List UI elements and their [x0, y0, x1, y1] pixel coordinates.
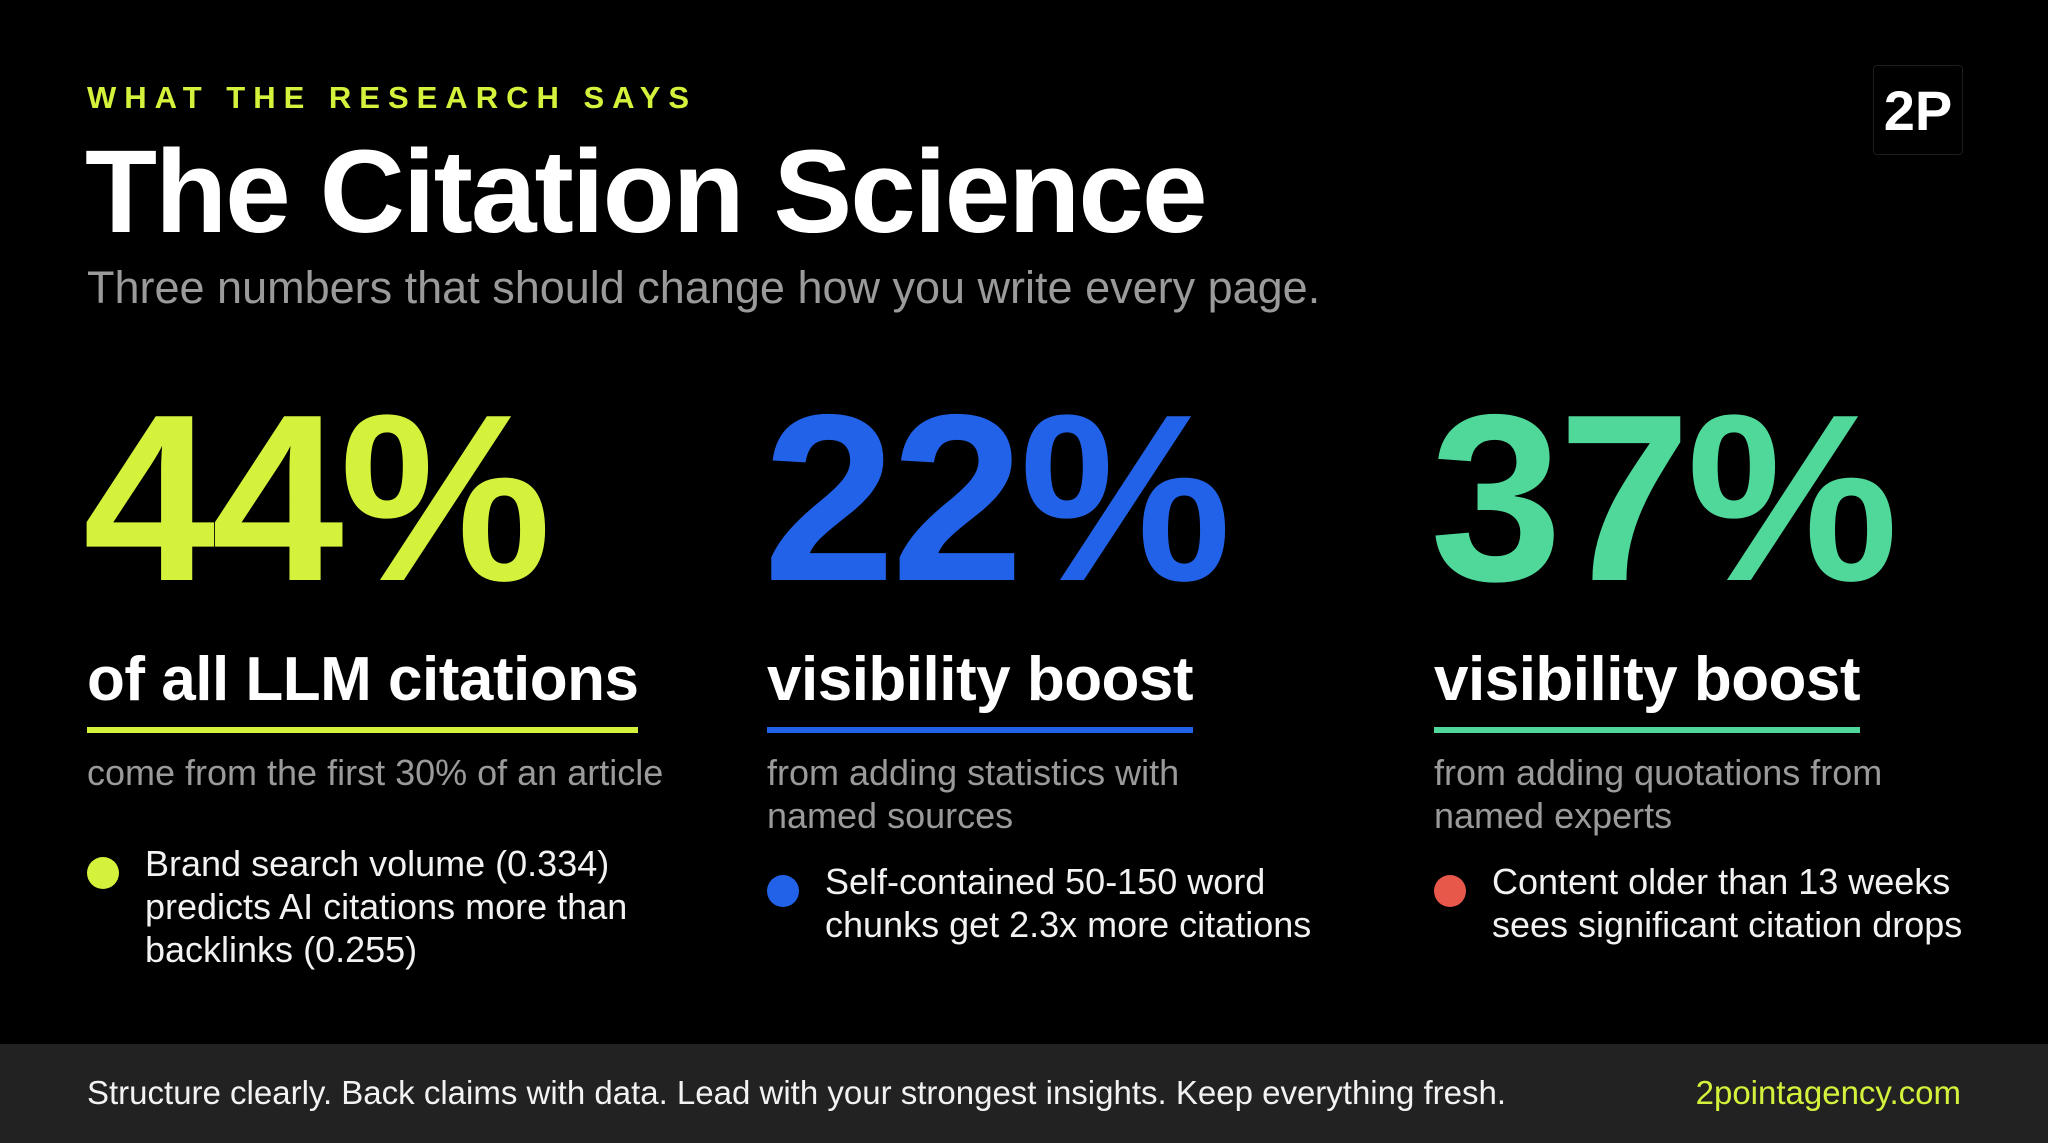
- stat-card-1: 44% of all LLM citations come from the f…: [83, 380, 707, 794]
- footer-tagline: Structure clearly. Back claims with data…: [87, 1074, 1507, 1111]
- footer-bar: Structure clearly. Back claims with data…: [0, 1044, 2048, 1143]
- insight-bullet-1: Brand search volume (0.334) predicts AI …: [87, 842, 647, 972]
- stat-value: 37%: [1430, 366, 1898, 631]
- page-subtitle: Three numbers that should change how you…: [87, 262, 1321, 313]
- stat-description: come from the first 30% of an article: [87, 752, 664, 793]
- insight-bullet-2: Self-contained 50-150 word chunks get 2.…: [767, 860, 1327, 946]
- bullet-dot-icon: [767, 875, 799, 907]
- bullet-text: Self-contained 50-150 word chunks get 2.…: [825, 861, 1312, 946]
- insight-bullet-3: Content older than 13 weeks sees signifi…: [1434, 860, 1994, 946]
- footer-website-link[interactable]: 2pointagency.com: [1695, 1074, 1961, 1111]
- stat-value: 22%: [763, 366, 1231, 631]
- bullet-dot-icon: [87, 857, 119, 889]
- bullet-text: Content older than 13 weeks sees signifi…: [1492, 861, 1963, 946]
- stat-label: visibility boost: [767, 644, 1194, 733]
- bullet-dot-icon: [1434, 875, 1466, 907]
- stat-card-2: 22% visibility boost from adding statist…: [763, 380, 1387, 837]
- stat-label: visibility boost: [1434, 644, 1861, 733]
- stat-description: from adding statistics with named source…: [767, 752, 1180, 837]
- brand-logo: 2P: [1873, 65, 1963, 155]
- stat-label: of all LLM citations: [87, 644, 639, 733]
- stat-value: 44%: [83, 366, 551, 631]
- page-title: The Citation Science: [85, 126, 1208, 258]
- eyebrow-label: WHAT THE RESEARCH SAYS: [87, 80, 698, 115]
- bullet-text: Brand search volume (0.334) predicts AI …: [145, 843, 628, 971]
- stat-card-3: 37% visibility boost from adding quotati…: [1430, 380, 2048, 837]
- stat-description: from adding quotations from named expert…: [1434, 752, 1883, 837]
